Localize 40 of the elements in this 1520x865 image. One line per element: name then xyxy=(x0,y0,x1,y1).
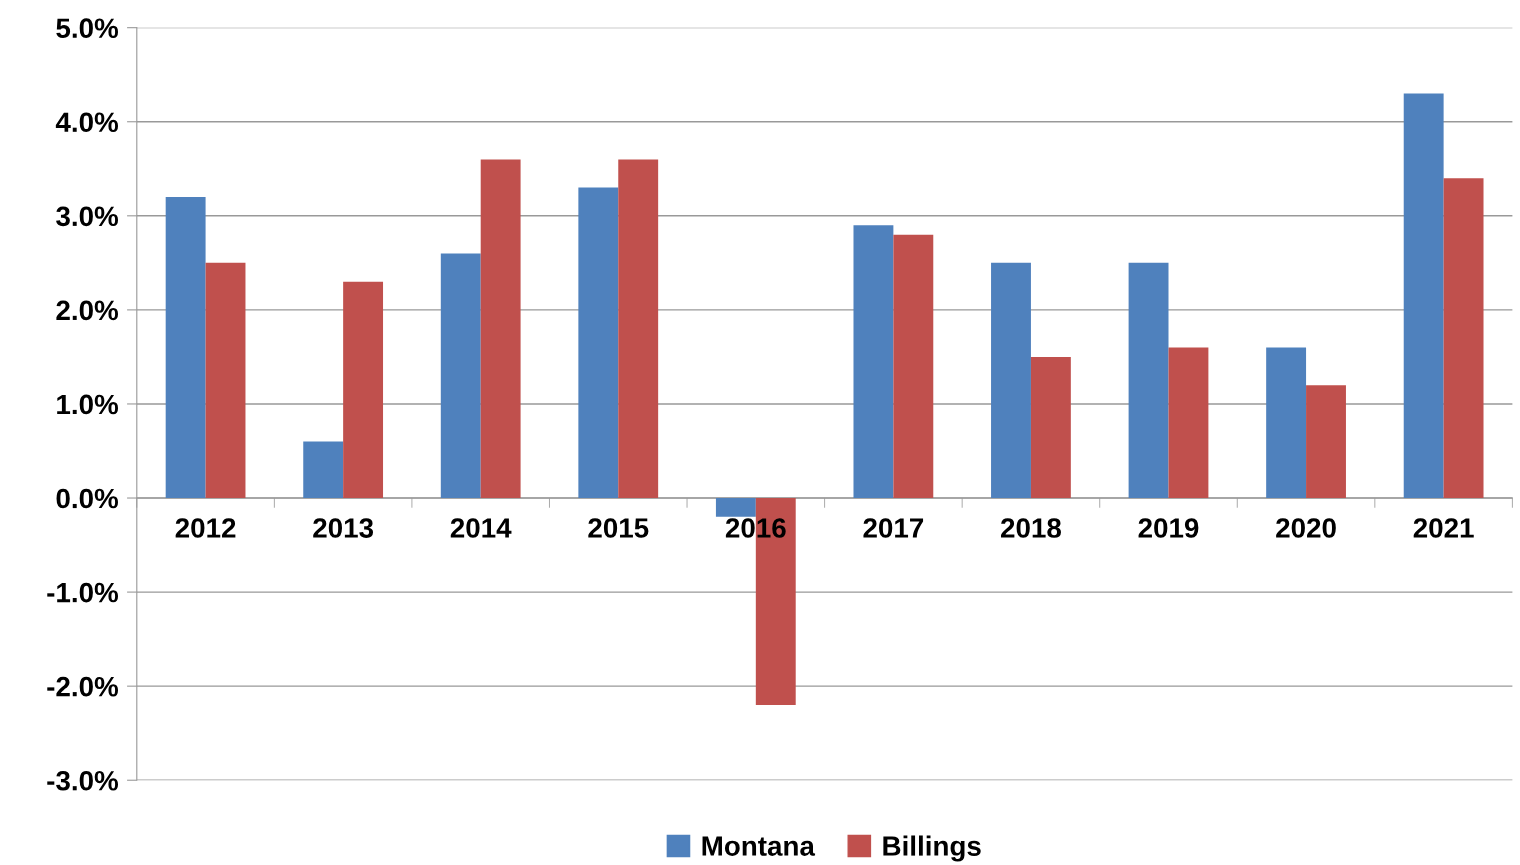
x-tick-label: 2015 xyxy=(588,518,649,538)
bar xyxy=(1443,178,1484,499)
bar xyxy=(440,253,481,499)
bar xyxy=(578,187,619,499)
y-tick-label: -2.0% xyxy=(47,676,119,697)
y-tick-label: 3.0% xyxy=(56,206,119,227)
y-tick-label: 5.0% xyxy=(56,18,119,39)
x-tick-label: 2016 xyxy=(725,518,786,538)
bar xyxy=(853,225,894,499)
x-tick-label: 2021 xyxy=(1413,518,1474,538)
bar xyxy=(1030,356,1071,499)
bar xyxy=(618,159,659,499)
legend-label: Billings xyxy=(883,835,981,862)
bar xyxy=(715,498,756,517)
bar xyxy=(1128,262,1169,499)
x-tick-label: 2019 xyxy=(1138,518,1199,538)
bar xyxy=(991,262,1031,499)
bar xyxy=(303,441,344,499)
legend-label: Montana xyxy=(702,836,816,856)
bar xyxy=(343,281,384,499)
x-tick-label: 2013 xyxy=(313,518,374,538)
x-tick-label: 2012 xyxy=(175,518,236,538)
x-tick-label: 2014 xyxy=(450,518,512,538)
x-tick-label: 2018 xyxy=(1001,518,1061,538)
y-tick-label: 1.0% xyxy=(57,394,119,415)
x-tick-label: 2020 xyxy=(1276,518,1336,538)
bar xyxy=(480,159,521,499)
y-tick-label: 2.0% xyxy=(56,300,119,321)
x-tick-label: 2017 xyxy=(863,518,924,538)
bar xyxy=(165,197,206,499)
bar xyxy=(1266,347,1307,499)
y-tick-label: 0.0% xyxy=(56,488,119,509)
bar xyxy=(893,234,934,499)
bar xyxy=(1168,347,1209,499)
bar xyxy=(205,262,246,499)
bar xyxy=(1403,93,1444,499)
y-tick-label: -3.0% xyxy=(47,770,119,791)
bar xyxy=(1306,385,1346,499)
y-tick-label: -1.0% xyxy=(47,582,119,603)
y-tick-label: 4.0% xyxy=(55,112,119,133)
